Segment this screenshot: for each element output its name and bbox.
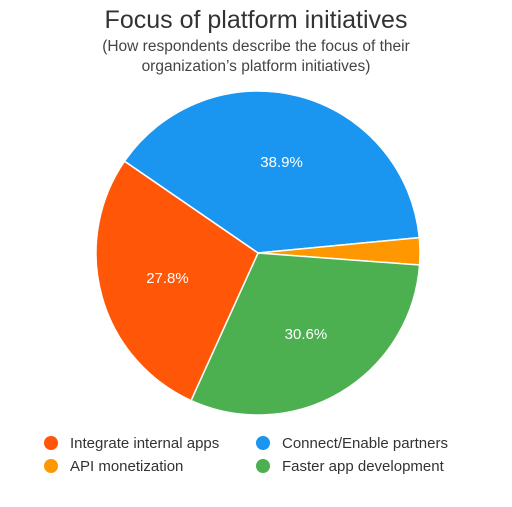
legend-swatch-faster-app-development: [256, 459, 270, 473]
pie-slice-connect-enable-partners[interactable]: [123, 90, 421, 254]
chart-subtitle: (How respondents describe the focus of t…: [102, 38, 410, 75]
chart-title: Focus of platform initiatives: [104, 6, 408, 34]
pie-slice-faster-app-development[interactable]: [190, 252, 421, 416]
legend-item-api-monetization[interactable]: API monetization: [44, 456, 256, 476]
legend-label: Connect/Enable partners: [282, 434, 448, 452]
slice-label-faster-app-development: 30.6%: [285, 326, 328, 343]
legend-item-connect-enable-partners[interactable]: Connect/Enable partners: [256, 433, 484, 453]
slice-label-connect-enable-partners: 38.9%: [260, 154, 303, 171]
legend-label: API monetization: [70, 457, 184, 475]
legend-item-integrate-internal-apps[interactable]: Integrate internal apps: [44, 433, 256, 453]
legend-swatch-api-monetization: [44, 459, 58, 473]
legend-item-faster-app-development[interactable]: Faster app development: [256, 456, 484, 476]
legend-label: Faster app development: [282, 457, 444, 475]
pie-slice-integrate-internal-apps[interactable]: [95, 160, 259, 402]
legend: Integrate internal apps Connect/Enable p…: [44, 433, 484, 476]
slice-label-integrate-internal-apps: 27.8%: [146, 270, 189, 287]
legend-swatch-integrate-internal-apps: [44, 436, 58, 450]
legend-label: Integrate internal apps: [70, 434, 220, 452]
legend-swatch-connect-enable-partners: [256, 436, 270, 450]
